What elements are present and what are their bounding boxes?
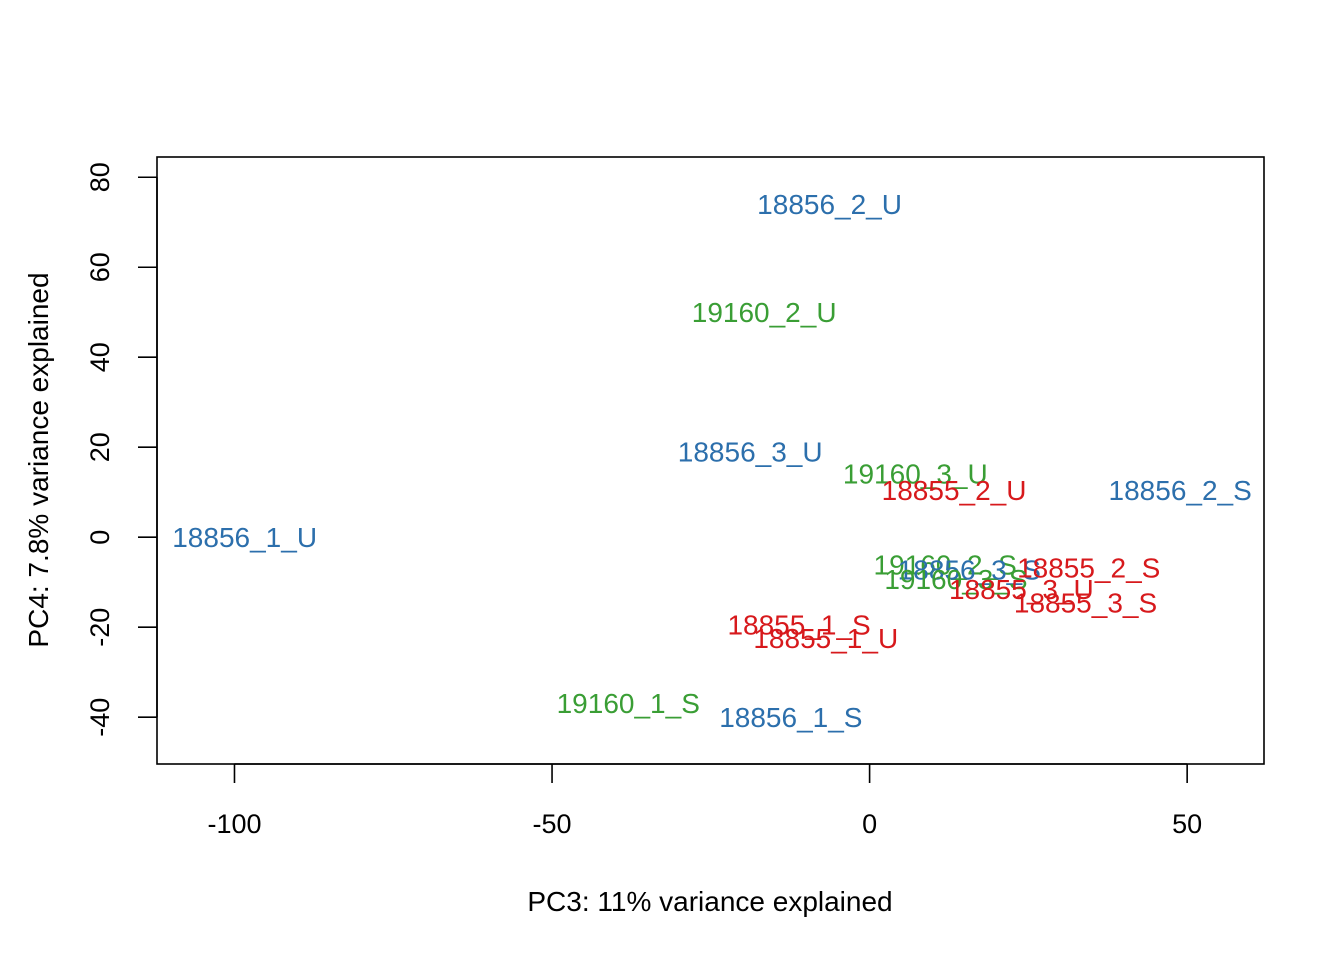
x-axis-title: PC3: 11% variance explained [527,886,892,917]
point-label-19160_2_U: 19160_2_U [692,297,837,328]
y-tick-label: 20 [85,432,115,462]
y-axis-title: PC4: 7.8% variance explained [23,272,54,647]
y-tick-label: -40 [85,698,115,737]
y-axis: -40 -20 0 20 40 60 80 [85,162,158,737]
y-tick-label: 80 [85,162,115,192]
point-label-18856_2_S: 18856_2_S [1109,475,1252,506]
y-tick-label: -20 [85,608,115,647]
point-label-18856_1_S: 18856_1_S [719,702,862,733]
point-label-18855_2_U: 18855_2_U [882,475,1027,506]
point-label-18856_2_U: 18856_2_U [757,189,902,220]
point-label-18855_2_S: 18855_2_S [1017,552,1160,583]
y-tick-label: 60 [85,252,115,282]
point-label-19160_2_S: 19160_2_S [874,550,1017,581]
x-tick-label: 50 [1172,809,1202,839]
point-label-18855_1_U: 18855_1_U [753,623,898,654]
point-labels: 18856_2_U19160_2_U18856_3_U19160_3_U1885… [172,189,1252,733]
y-tick-label: 40 [85,342,115,372]
point-label-18855_3_S: 18855_3_S [1014,587,1157,618]
x-tick-label: -50 [533,809,572,839]
point-label-18856_3_S: 18856_3_S [898,555,1041,586]
point-label-19160_3_S: 19160_3_S [884,564,1027,595]
x-tick-label: 0 [862,809,877,839]
point-label-18855_3_U: 18855_3_U [949,574,1094,605]
point-label-18856_1_U: 18856_1_U [172,522,317,553]
point-label-19160_1_S: 19160_1_S [557,688,700,719]
x-axis: -100 -50 0 50 [207,763,1202,839]
point-label-19160_3_U: 19160_3_U [843,458,988,489]
x-tick-label: -100 [207,809,261,839]
point-label-18855_1_S: 18855_1_S [727,610,870,641]
y-tick-label: 0 [85,530,115,545]
point-label-18856_3_U: 18856_3_U [678,437,823,468]
